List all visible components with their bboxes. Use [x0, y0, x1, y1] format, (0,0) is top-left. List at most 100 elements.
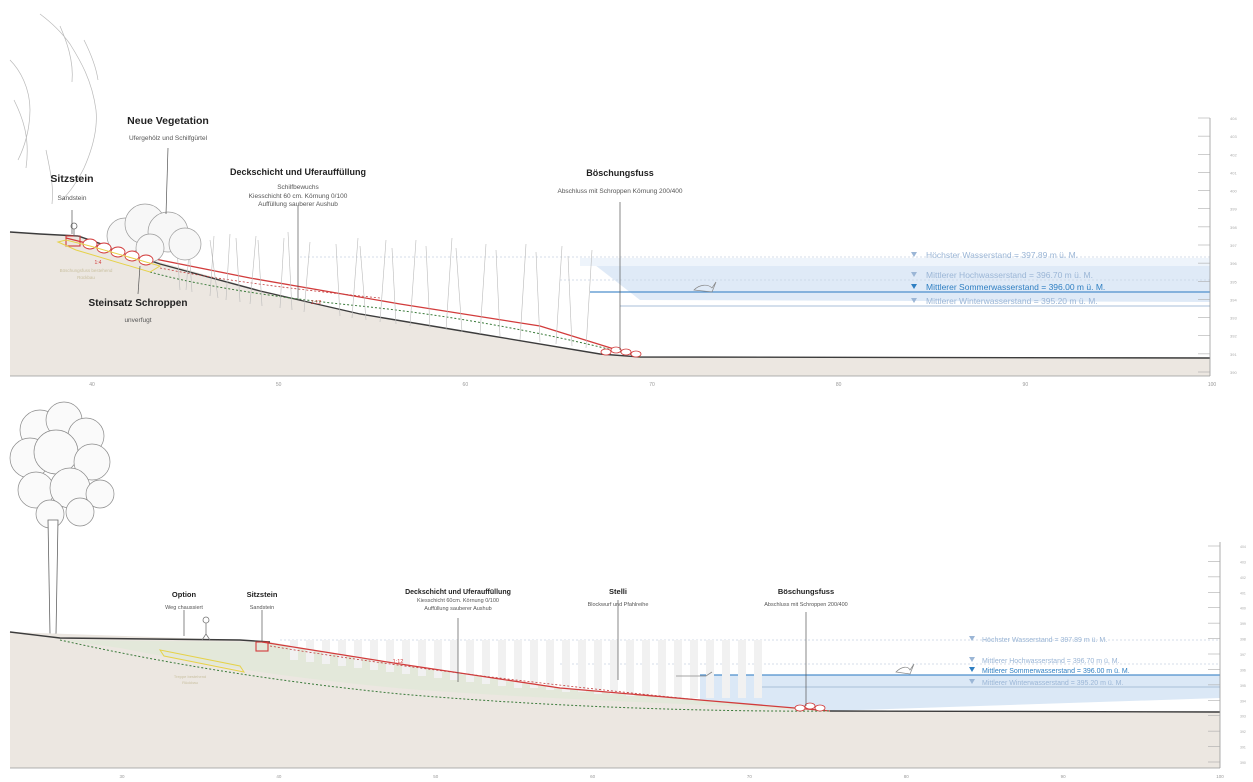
- label-sitzstein-sub-1: Sandstein: [58, 195, 87, 202]
- x-tick-label: 80: [904, 774, 910, 779]
- terrain-line-2: [9, 631, 271, 643]
- label-fuss-sub-2: Abschluss mit Schroppen 200/400: [764, 602, 847, 608]
- y-tick-label: 399: [1230, 207, 1237, 212]
- y-tick-label: 403: [1230, 134, 1237, 139]
- section-2: [9, 401, 1221, 769]
- y-tick-label: 400: [1240, 607, 1246, 611]
- y-tick-label: 400: [1230, 189, 1237, 194]
- label-fuss-2: Böschungsfuss: [778, 587, 834, 596]
- x-tick-label: 70: [649, 382, 655, 388]
- label-slope-small-1: 1:4: [95, 260, 102, 266]
- section-1: [9, 13, 1211, 377]
- y-tick-label: 395: [1240, 684, 1246, 688]
- water-level-triangle-icon: [969, 657, 975, 662]
- leader-lines-1: [71, 147, 621, 350]
- label-vegetation-sub-1: Ufergehölz und Schilfgürtel: [129, 135, 208, 142]
- y-tick-label: 397: [1240, 653, 1246, 657]
- y-tick-label: 399: [1240, 622, 1246, 626]
- old-terrain-dotted-1: [149, 271, 641, 358]
- boeschungsfuss-stones-2: [794, 702, 826, 712]
- old-terrain-dotted-2: [59, 639, 831, 712]
- label-stelli-2: Stelli: [609, 587, 627, 596]
- y-tick-label: 392: [1240, 730, 1246, 734]
- y-tick-label: 396: [1240, 668, 1246, 672]
- section-2-labels: Option Weg chaussiert Sitzstein Sandstei…: [165, 587, 848, 685]
- y-tick-label: 390: [1230, 370, 1237, 375]
- water-level-labels-1: Höchster Wasserstand = 397.89 m ü. M. Mi…: [926, 250, 1105, 306]
- label-fuss-1: Böschungsfuss: [586, 168, 654, 178]
- water-level-markers-2: [969, 636, 975, 684]
- y-tick-label: 402: [1240, 576, 1246, 580]
- x-tick-label: 80: [836, 382, 842, 388]
- y-tick-label: 401: [1240, 591, 1246, 595]
- y-tick-label: 397: [1230, 243, 1237, 248]
- label-deck-sub3-1: Auffüllung sauberer Aushub: [258, 201, 338, 208]
- swimmer-icon-2: [676, 671, 713, 677]
- y-tick-label: 394: [1240, 699, 1246, 703]
- axis-ticks-2: 30 40 50 60 70 80 90 100 404 403 402 401 400 399 398 39…: [119, 545, 1245, 779]
- water-level-triangle-icon: [911, 272, 917, 277]
- x-tick-label: 90: [1061, 774, 1067, 779]
- y-tick-label: 398: [1230, 225, 1237, 230]
- x-tick-label: 60: [590, 774, 596, 779]
- x-tick-label: 30: [119, 774, 125, 779]
- label-steinsatz-sub-1: unverfugt: [124, 317, 151, 324]
- x-tick-label: 50: [433, 774, 439, 779]
- label-wall-note1-1: Böschungsfuss bestehend: [60, 268, 113, 273]
- label-vegetation-1: Neue Vegetation: [127, 115, 209, 127]
- existing-wall-yellow-1: [56, 239, 162, 273]
- wl-label-hoch-1: Mittlerer Hochwasserstand = 396.70 m ü. …: [926, 270, 1093, 280]
- tree-trunk-2: [47, 519, 59, 635]
- water-level-triangle-icon: [911, 252, 917, 257]
- label-slope-ratio-2: 1:12: [393, 659, 404, 665]
- label-sitzstein-sub-2: Sandstein: [250, 605, 274, 611]
- label-slope-ratio-1: 1:12: [311, 300, 322, 306]
- green-fill-2: [60, 640, 830, 711]
- water-level-markers-1: [911, 252, 917, 303]
- label-deck-1: Deckschicht und Uferauffüllung: [230, 167, 366, 177]
- label-wall-note2-1: Rückbau: [77, 275, 95, 280]
- new-slope-red-2: [261, 641, 831, 712]
- water-fill-2: [700, 675, 1220, 711]
- water-level-triangle-icon: [911, 298, 917, 303]
- duck-icon-1: [693, 281, 717, 293]
- wl-label-sommer-1: Mittlerer Sommerwasserstand = 396.00 m ü…: [926, 282, 1105, 292]
- label-option-sub-2: Weg chaussiert: [165, 605, 203, 611]
- label-deck-sub2-1: Kiesschicht 60 cm. Körnung 0/100: [249, 193, 348, 200]
- old-terrain-dotted-1b: [159, 267, 381, 299]
- x-tick-label: 70: [747, 774, 753, 779]
- label-sitzstein-2: Sitzstein: [247, 590, 278, 599]
- wl-label-sommer-2: Mittlerer Sommerwasserstand = 396.00 m ü…: [982, 668, 1130, 675]
- person-walking-2: [201, 616, 211, 641]
- y-tick-label: 391: [1240, 746, 1246, 750]
- tree-outline-1: [9, 13, 99, 205]
- x-tick-label: 50: [276, 382, 282, 388]
- x-tick-label: 100: [1208, 382, 1217, 388]
- x-tick-label: 40: [276, 774, 282, 779]
- label-deck-2: Deckschicht und Uferauffüllung: [405, 589, 511, 596]
- label-option-2: Option: [172, 590, 197, 599]
- y-tick-label: 390: [1240, 761, 1246, 765]
- boeschungsfuss-stones-1: [600, 346, 642, 358]
- water-high-band-1: [580, 258, 1210, 266]
- label-deck-sub1-2: Kiesschicht 60cm. Körnung 0/100: [417, 598, 499, 604]
- label-foundation-note1-2: Treppe bestehend: [174, 674, 206, 679]
- y-tick-label: 401: [1230, 170, 1237, 175]
- tree-2: [9, 401, 115, 529]
- water-level-triangle-icon: [969, 636, 975, 641]
- y-tick-label: 395: [1230, 279, 1237, 284]
- water-level-triangle-icon: [911, 284, 917, 289]
- y-tick-label: 392: [1230, 334, 1237, 339]
- water-fill-1: [595, 265, 1210, 302]
- leader-lines-2: [183, 600, 807, 706]
- label-sitzstein-1: Sitzstein: [50, 173, 93, 185]
- y-tick-label: 404: [1240, 545, 1246, 549]
- water-level-labels-2: Höchster Wasserstand = 397.89 m ü. M. Mi…: [982, 637, 1130, 687]
- ground-fill-1: [10, 232, 1210, 376]
- wl-label-hoch-2: Mittlerer Hochwasserstand = 396.70 m ü. …: [982, 658, 1120, 665]
- foundation-yellow-2: [158, 649, 246, 673]
- water-level-triangle-icon: [969, 667, 975, 672]
- y-tick-label: 393: [1240, 715, 1246, 719]
- label-stelli-sub-2: Blockwurf und Pfahlreihe: [588, 602, 649, 608]
- water-level-triangle-icon: [969, 679, 975, 684]
